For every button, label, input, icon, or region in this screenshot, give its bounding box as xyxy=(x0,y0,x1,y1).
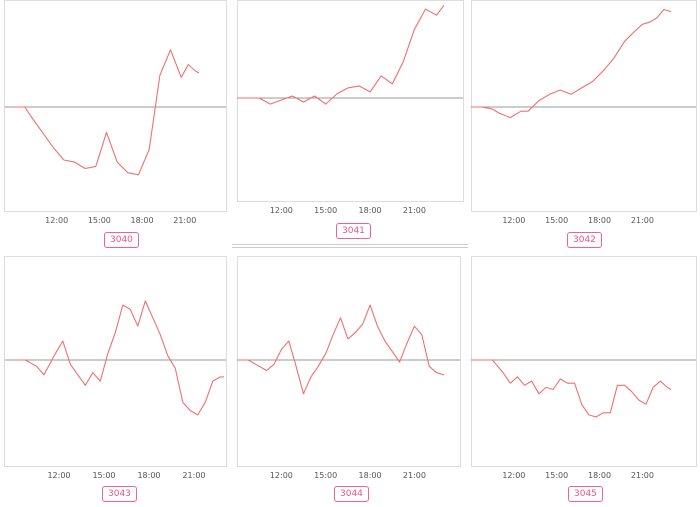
series-line-3040 xyxy=(14,49,200,176)
x-tick-label: 21:00 xyxy=(631,216,654,225)
plot-area xyxy=(471,0,697,212)
x-tick-label: 18:00 xyxy=(359,471,382,480)
x-tick-label: 15:00 xyxy=(92,471,115,480)
plot-area xyxy=(237,0,464,202)
x-tick-label: 15:00 xyxy=(314,471,337,480)
x-tick-label: 18:00 xyxy=(359,206,382,215)
x-tick-label: 12:00 xyxy=(502,216,525,225)
x-tick-label: 15:00 xyxy=(314,206,337,215)
x-tick-label: 15:00 xyxy=(545,471,568,480)
code-button-3044[interactable]: 3044 xyxy=(334,486,369,502)
x-tick-label: 12:00 xyxy=(47,471,70,480)
plot-area xyxy=(4,256,227,467)
x-tick-label: 18:00 xyxy=(588,216,611,225)
panel-divider xyxy=(232,244,468,245)
series-line-3041 xyxy=(237,4,445,105)
plot-area xyxy=(471,256,697,467)
plot-area xyxy=(237,256,461,467)
series-line-3044 xyxy=(237,304,445,395)
x-tick-label: 12:00 xyxy=(45,216,68,225)
code-button-3045[interactable]: 3045 xyxy=(568,486,603,502)
x-tick-label: 12:00 xyxy=(270,471,293,480)
code-button-3042[interactable]: 3042 xyxy=(567,232,602,248)
x-tick-label: 21:00 xyxy=(173,216,196,225)
code-button-3043[interactable]: 3043 xyxy=(102,486,137,502)
line-chart-3041: 12:00 15:00 18:00 21:00 xyxy=(237,4,463,215)
series-line-3042 xyxy=(471,8,672,119)
x-tick-label: 21:00 xyxy=(403,471,426,480)
x-tick-label: 21:00 xyxy=(403,206,426,215)
series-line-3045 xyxy=(471,359,672,418)
x-tick-label: 18:00 xyxy=(588,471,611,480)
x-tick-label: 12:00 xyxy=(270,206,293,215)
code-button-3040[interactable]: 3040 xyxy=(104,232,139,248)
x-tick-label: 15:00 xyxy=(88,216,111,225)
series-line-3043 xyxy=(14,300,224,416)
code-button-3041[interactable]: 3041 xyxy=(336,223,371,239)
panel-divider xyxy=(232,247,468,248)
x-tick-label: 18:00 xyxy=(137,471,160,480)
x-tick-label: 21:00 xyxy=(631,471,654,480)
line-chart-3040: 12:00 15:00 18:00 21:00 xyxy=(5,49,226,225)
line-chart-3043: 12:00 15:00 18:00 21:00 xyxy=(5,300,226,480)
line-chart-3044: 12:00 15:00 18:00 21:00 xyxy=(237,304,460,480)
plot-area xyxy=(4,0,227,212)
line-chart-3045: 12:00 15:00 18:00 21:00 xyxy=(471,359,696,480)
x-tick-label: 18:00 xyxy=(131,216,154,225)
x-tick-label: 15:00 xyxy=(545,216,568,225)
x-tick-label: 12:00 xyxy=(502,471,525,480)
x-tick-label: 21:00 xyxy=(182,471,205,480)
line-chart-3042: 12:00 15:00 18:00 21:00 xyxy=(471,8,696,225)
